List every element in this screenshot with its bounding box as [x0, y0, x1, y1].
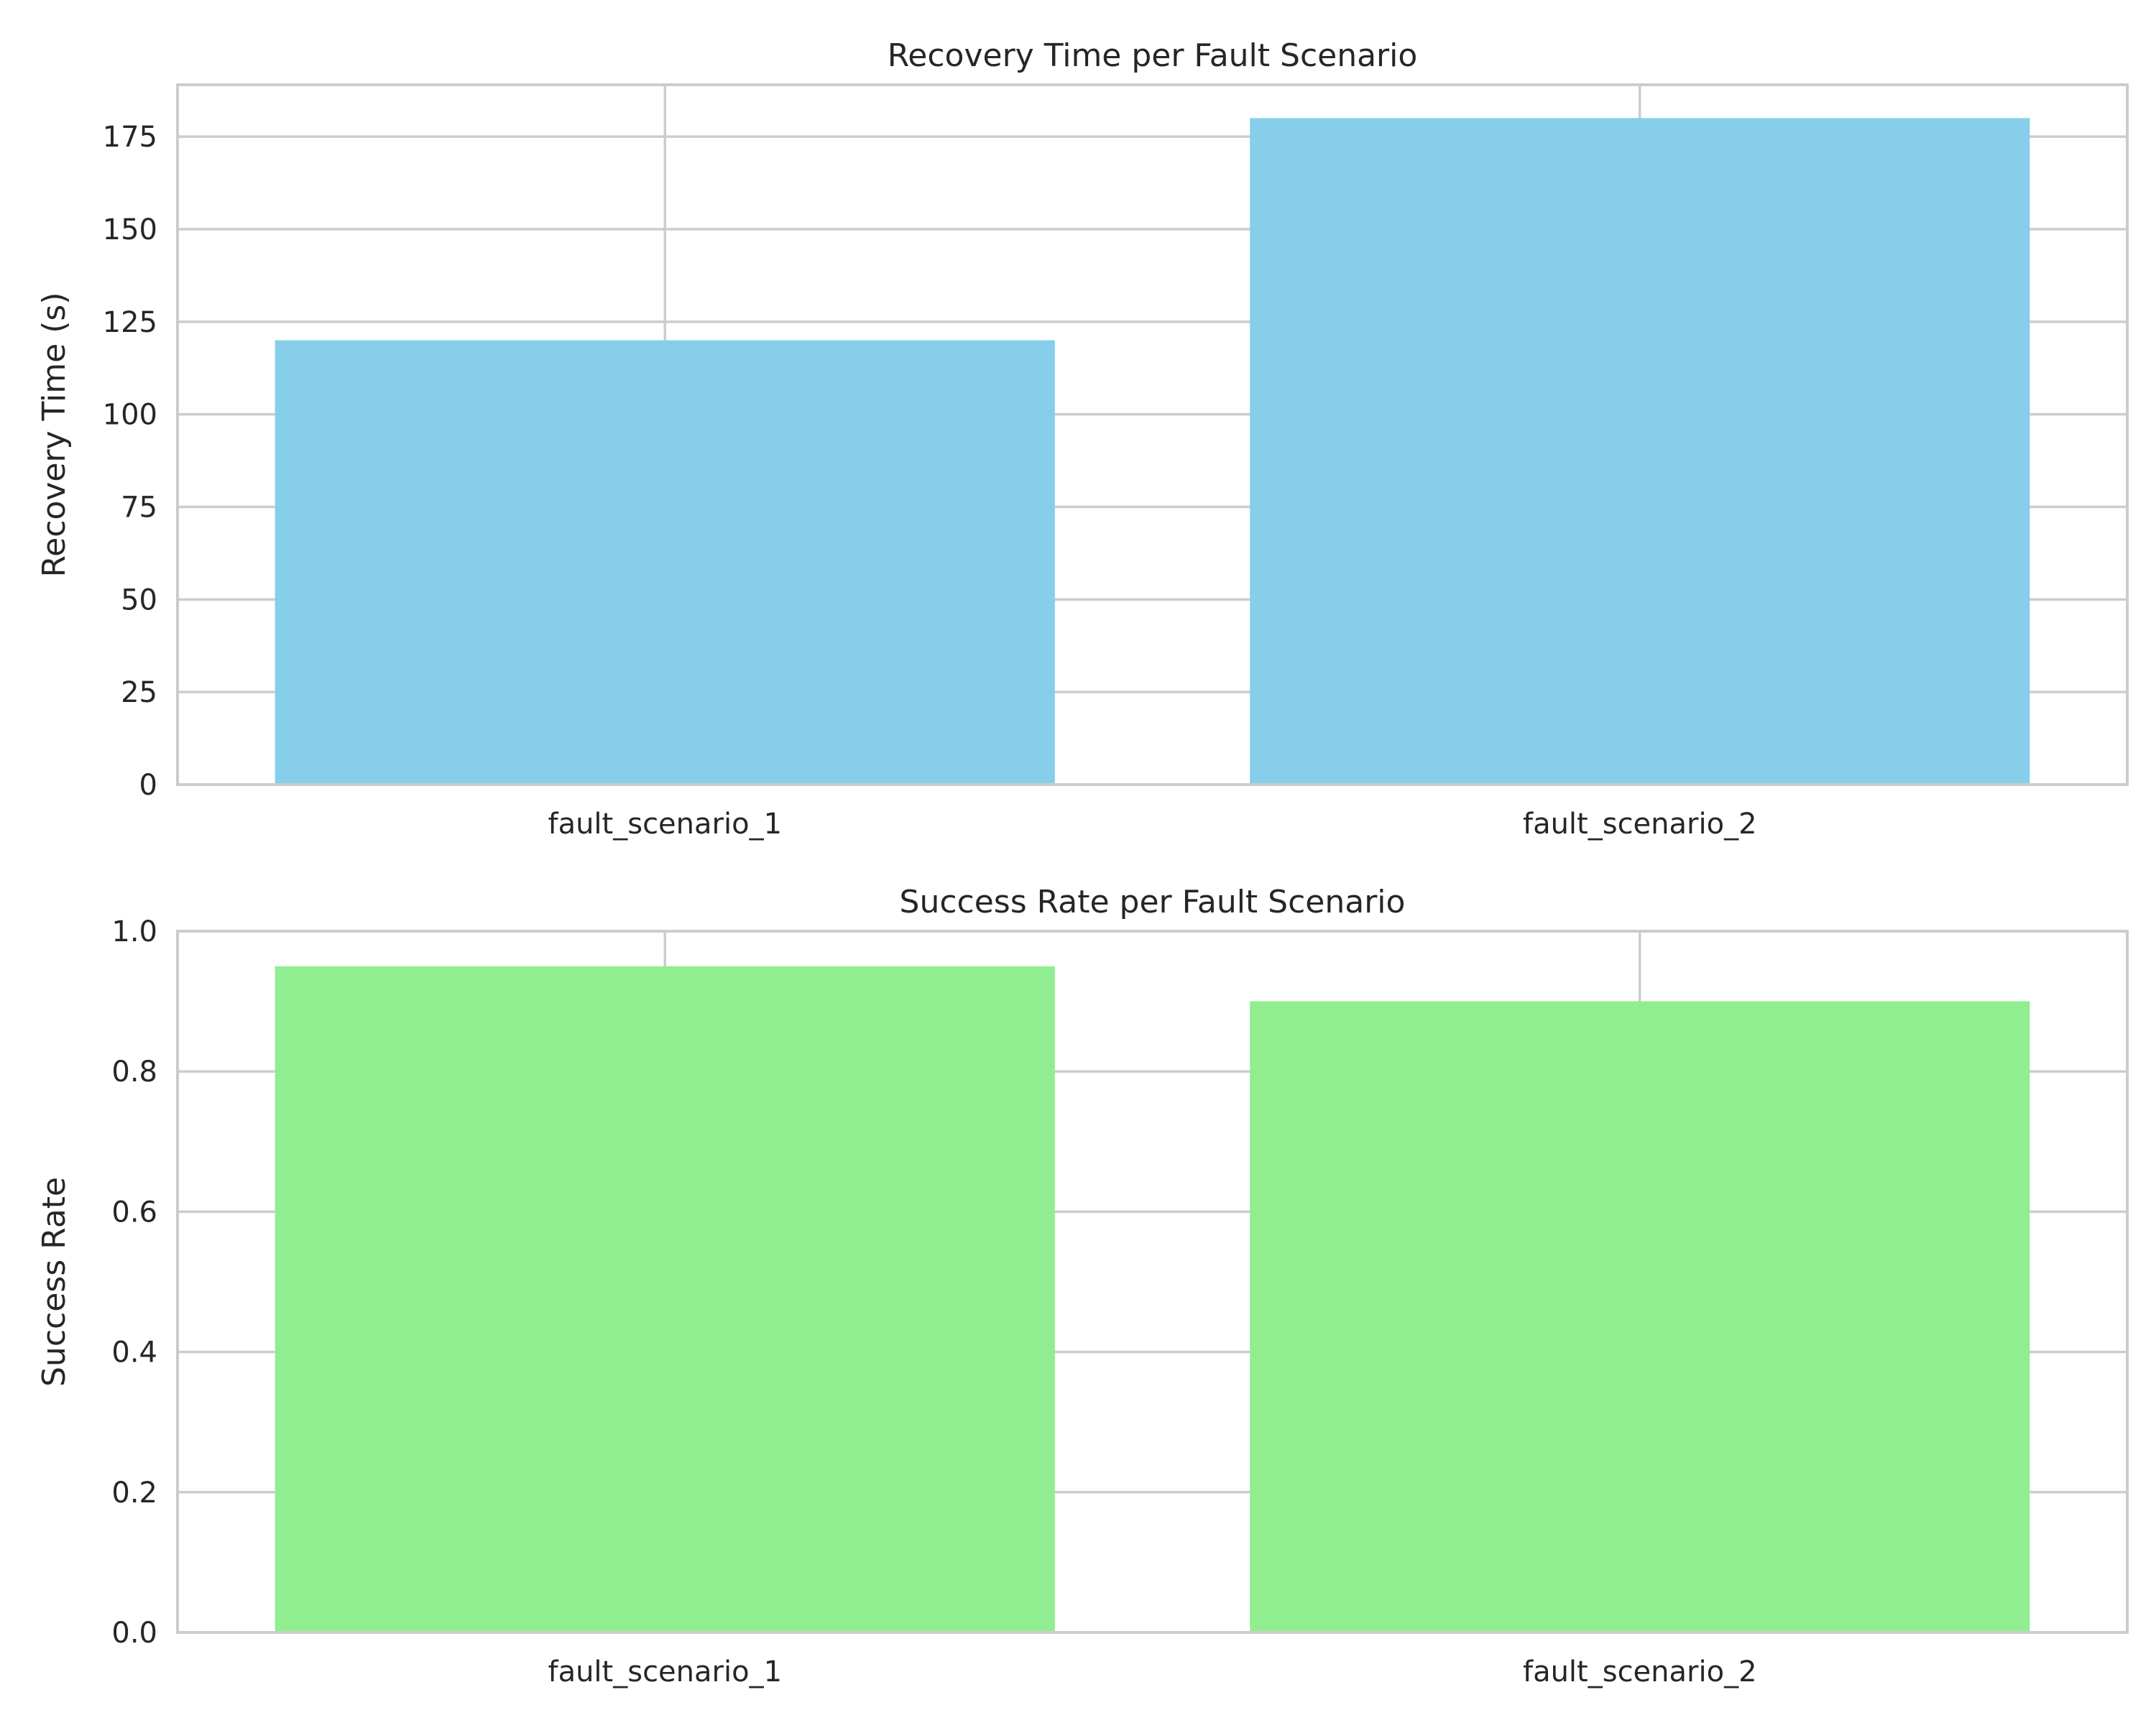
x-tick-label: fault_scenario_2 [1523, 808, 1757, 841]
y-tick-label: 0 [139, 769, 157, 802]
y-tick-label: 0.8 [111, 1055, 157, 1089]
y-tick-label: 0.6 [111, 1196, 157, 1229]
y-tick-label: 1.0 [111, 915, 157, 948]
y-tick-label: 75 [121, 491, 157, 524]
y-tick-label: 25 [121, 676, 157, 709]
axes-frame [176, 930, 2129, 1634]
chart-2: 0.0 0.2 0.4 0.6 0.8 1.0 fault_scenario_1 fault_… [36, 884, 2129, 1688]
x-tick-label: fault_scenario_2 [1523, 1655, 1757, 1688]
x-tick-label: fault_scenario_1 [548, 1655, 782, 1688]
y-tick-label: 0.2 [111, 1477, 157, 1510]
y-tick-label: 0.4 [111, 1336, 157, 1369]
bar-fault_scenario_1 [275, 340, 1055, 785]
y-tick-label: 0.0 [111, 1617, 157, 1650]
y-tick-label: 100 [103, 399, 157, 432]
y-axis-label: Recovery Time (s) [36, 292, 73, 578]
y-tick-label: 125 [103, 306, 157, 339]
y-tick-label: 175 [103, 121, 157, 154]
x-tick-label: fault_scenario_1 [548, 808, 782, 841]
chart-title: Recovery Time per Fault Scenario [888, 37, 1418, 74]
bar-fault_scenario_2 [1250, 118, 2030, 785]
axes-frame [176, 83, 2129, 786]
chart-1: 0 25 50 75 100 125 150 175 fault_scenario_1 fault… [36, 37, 2129, 841]
bar-fault_scenario_1 [275, 966, 1055, 1632]
chart-title: Success Rate per Fault Scenario [900, 884, 1406, 920]
bar-fault_scenario_2 [1250, 1001, 2030, 1632]
y-tick-label: 50 [121, 583, 157, 616]
y-tick-label: 150 [103, 213, 157, 246]
y-axis-label: Success Rate [36, 1177, 73, 1387]
